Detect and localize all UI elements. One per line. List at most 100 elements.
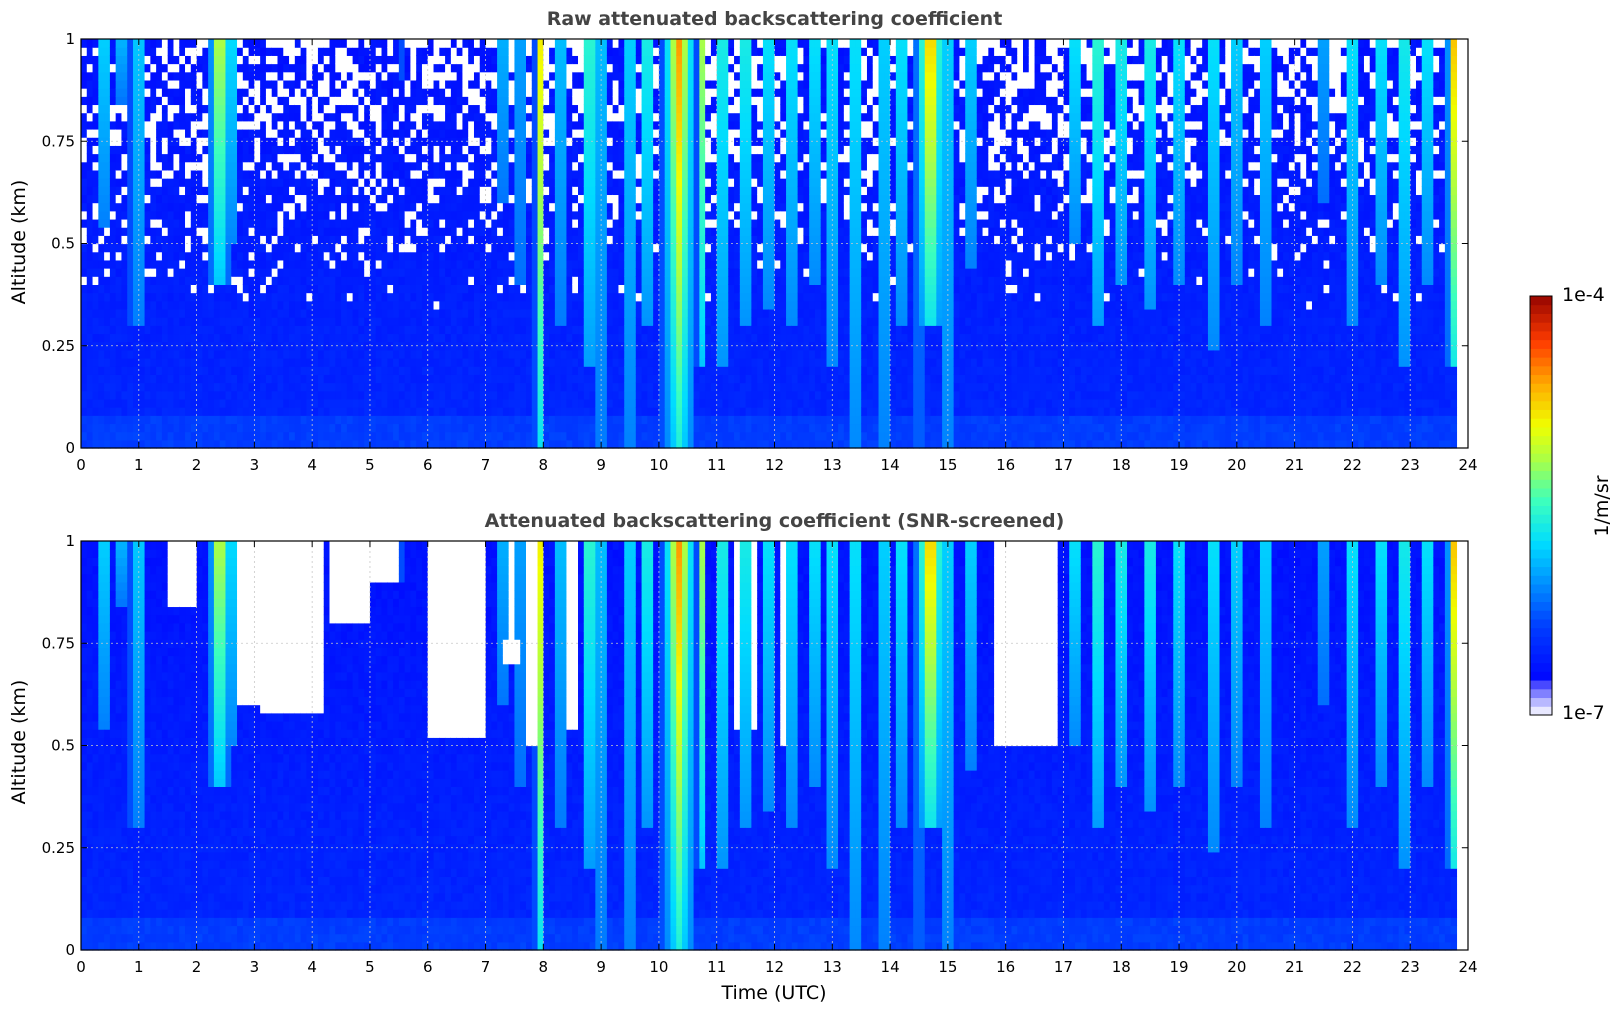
heatmap-cell — [584, 72, 590, 81]
heatmap-cell — [214, 317, 220, 326]
heatmap-cell — [318, 235, 324, 244]
heatmap-cell — [393, 235, 399, 244]
heatmap-cell — [81, 374, 87, 383]
heatmap-cell — [457, 309, 463, 318]
heatmap-cell — [642, 268, 648, 277]
heatmap-cell — [526, 358, 532, 367]
heatmap-cell — [468, 350, 474, 359]
heatmap-cell — [439, 301, 445, 310]
heatmap-cell — [202, 252, 208, 261]
heatmap-cell — [520, 423, 526, 432]
heatmap-cell — [243, 96, 249, 105]
heatmap-cell — [81, 47, 87, 56]
heatmap-cell — [197, 244, 203, 253]
heatmap-cell — [393, 366, 399, 375]
heatmap-cell — [116, 415, 122, 424]
heatmap-cell — [197, 309, 203, 318]
heatmap-cell — [353, 366, 359, 375]
heatmap-cell — [462, 88, 468, 97]
heatmap-cell — [387, 219, 393, 228]
heatmap-cell — [370, 268, 376, 277]
heatmap-cell — [532, 415, 538, 424]
heatmap-cell — [243, 423, 249, 432]
heatmap-cell — [457, 88, 463, 97]
heatmap-cell — [457, 432, 463, 441]
heatmap-cell — [434, 293, 440, 302]
heatmap-cell — [439, 178, 445, 187]
heatmap-cell — [590, 325, 596, 334]
heatmap-cell — [572, 194, 578, 203]
heatmap-cell — [526, 113, 532, 122]
heatmap-cell — [179, 432, 185, 441]
heatmap-cell — [341, 194, 347, 203]
heatmap-cell — [584, 440, 590, 449]
heatmap-cell — [451, 284, 457, 293]
heatmap-cell — [324, 80, 330, 89]
heatmap-cell — [405, 145, 411, 154]
heatmap-cell — [416, 235, 422, 244]
heatmap-cell — [462, 309, 468, 318]
heatmap-cell — [457, 121, 463, 130]
heatmap-cell — [561, 244, 567, 253]
heatmap-cell — [474, 178, 480, 187]
heatmap-cell — [607, 113, 613, 122]
heatmap-cell — [179, 121, 185, 130]
heatmap-cell — [98, 88, 104, 97]
heatmap-cell — [445, 432, 451, 441]
heatmap-cell — [318, 194, 324, 203]
heatmap-cell — [197, 64, 203, 73]
heatmap-cell — [266, 170, 272, 179]
heatmap-cell — [497, 211, 503, 220]
heatmap-cell — [277, 391, 283, 400]
heatmap-cell — [566, 72, 572, 81]
heatmap-cell — [474, 284, 480, 293]
heatmap-cell — [283, 325, 289, 334]
heatmap-cell — [393, 301, 399, 310]
heatmap-cell — [457, 96, 463, 105]
heatmap-cell — [555, 268, 561, 277]
heatmap-cell — [139, 162, 145, 171]
heatmap-cell — [295, 244, 301, 253]
heatmap-cell — [168, 391, 174, 400]
heatmap-cell — [497, 47, 503, 56]
heatmap-cell — [214, 366, 220, 375]
heatmap-cell — [81, 211, 87, 220]
heatmap-cell — [636, 325, 642, 334]
heatmap-cell — [225, 284, 231, 293]
heatmap-cell — [457, 268, 463, 277]
heatmap-cell — [382, 309, 388, 318]
heatmap-cell — [387, 88, 393, 97]
heatmap-cell — [272, 301, 278, 310]
heatmap-cell — [353, 252, 359, 261]
heatmap-cell — [231, 145, 237, 154]
heatmap-cell — [613, 137, 619, 146]
heatmap-cell — [428, 399, 434, 408]
heatmap-cell — [370, 260, 376, 269]
heatmap-cell — [601, 72, 607, 81]
heatmap-cell — [225, 80, 231, 89]
heatmap-cell — [208, 211, 214, 220]
heatmap-cell — [410, 407, 416, 416]
heatmap-cell — [358, 64, 364, 73]
heatmap-cell — [636, 170, 642, 179]
heatmap-cell — [214, 170, 220, 179]
heatmap-cell — [277, 96, 283, 105]
heatmap-cell — [214, 113, 220, 122]
heatmap-cell — [601, 399, 607, 408]
heatmap-cell — [98, 293, 104, 302]
heatmap-cell — [416, 113, 422, 122]
heatmap-cell — [462, 47, 468, 56]
heatmap-cell — [618, 268, 624, 277]
heatmap-cell — [341, 129, 347, 138]
heatmap-cell — [486, 358, 492, 367]
heatmap-cell — [457, 178, 463, 187]
heatmap-cell — [636, 64, 642, 73]
heatmap-cell — [399, 317, 405, 326]
heatmap-cell — [474, 219, 480, 228]
heatmap-cell — [572, 244, 578, 253]
heatmap-cell — [561, 423, 567, 432]
heatmap-cell — [179, 80, 185, 89]
heatmap-cell — [266, 203, 272, 212]
heatmap-cell — [266, 88, 272, 97]
heatmap-cell — [197, 47, 203, 56]
